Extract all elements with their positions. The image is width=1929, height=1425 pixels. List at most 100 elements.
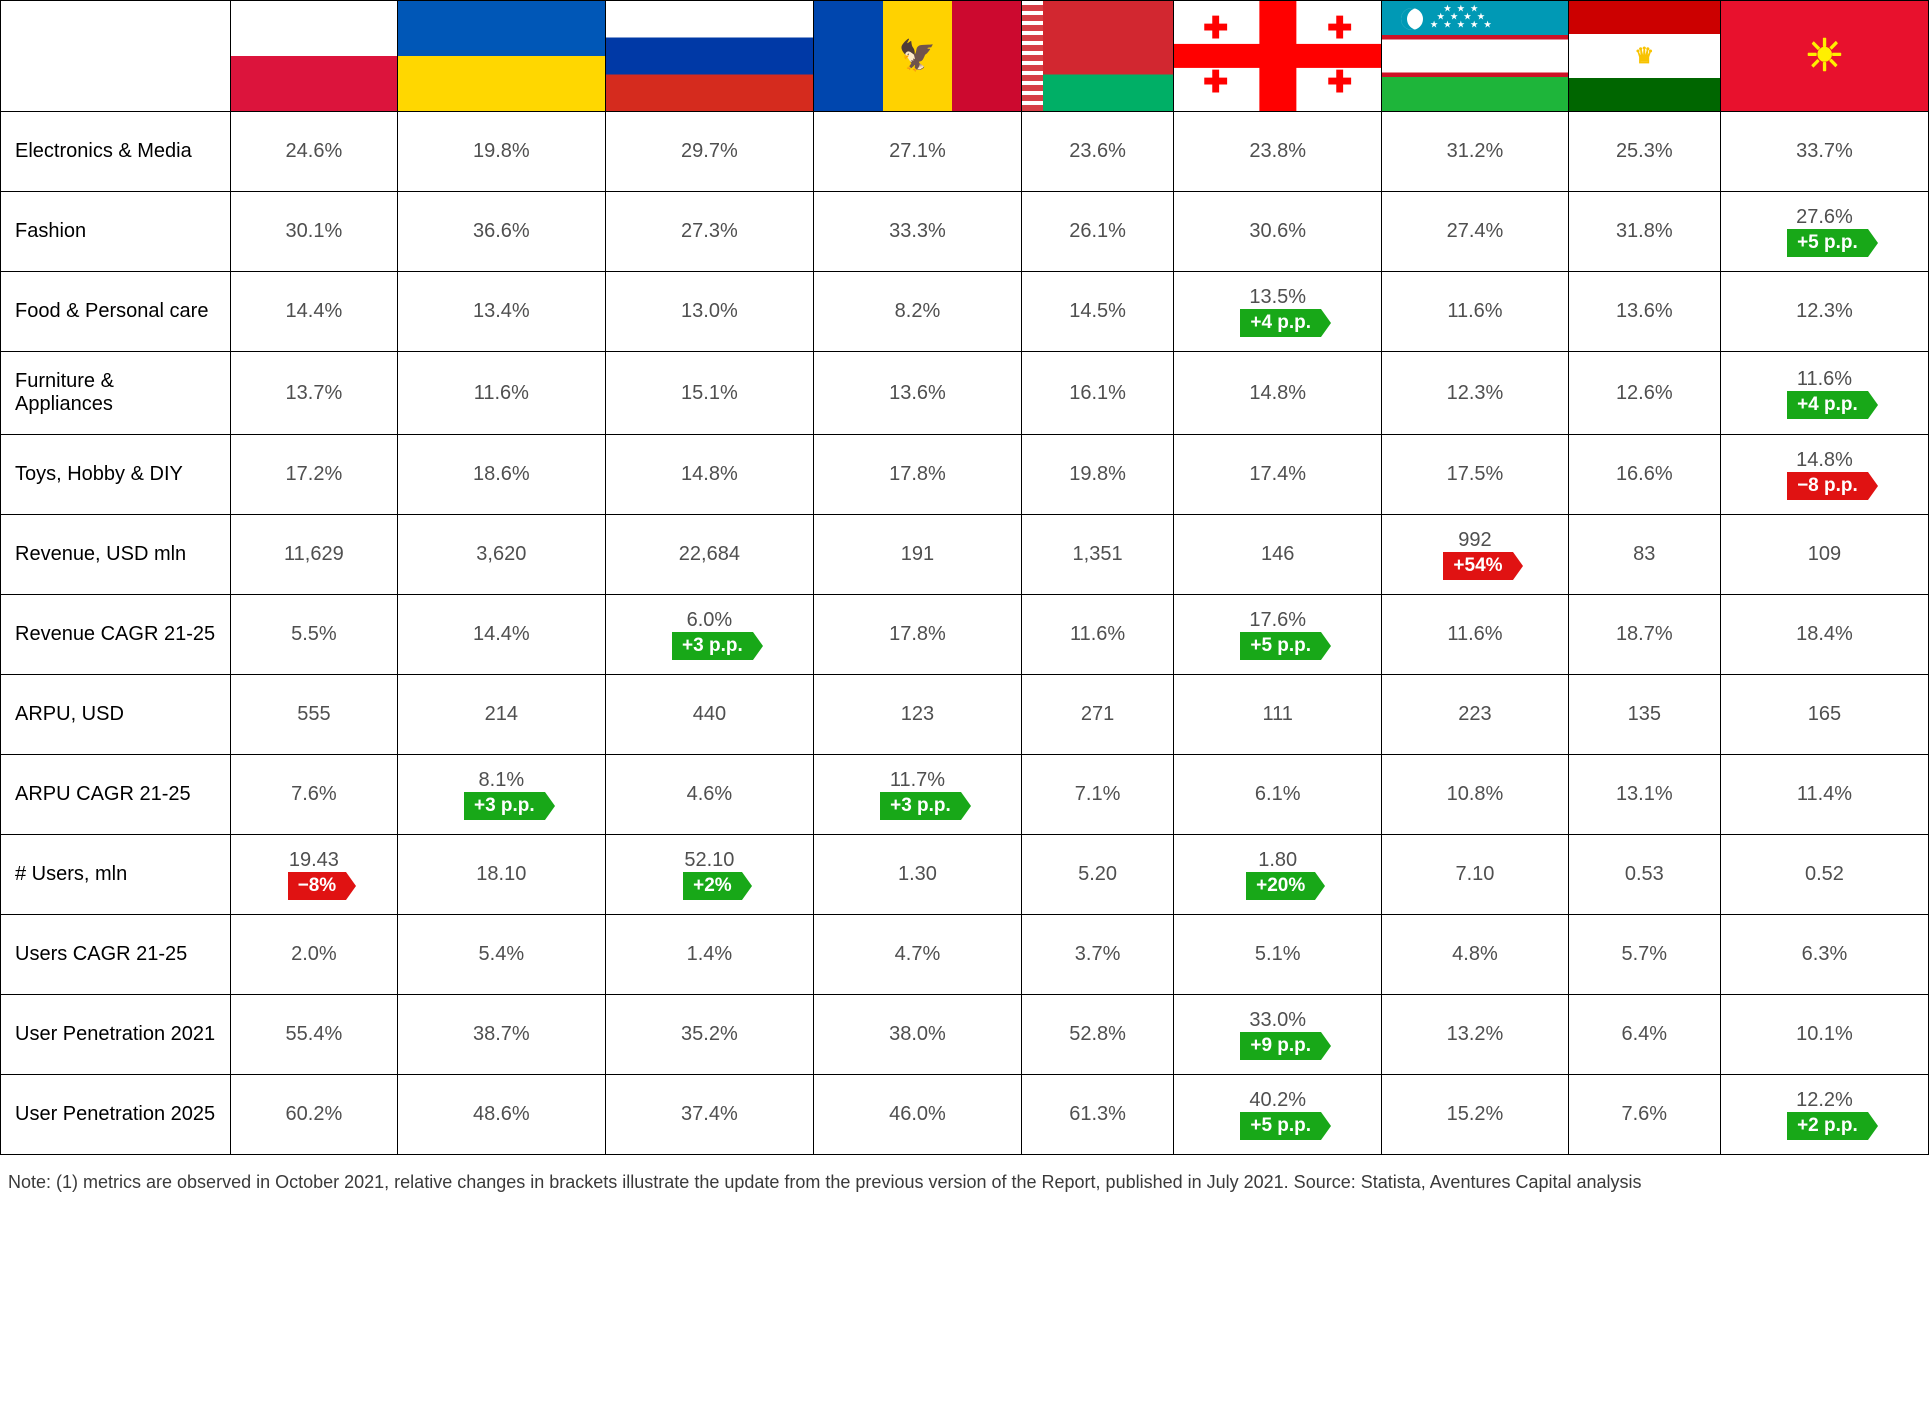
- cell-value: 165: [1808, 703, 1841, 726]
- cell-value: 14.8%: [681, 463, 738, 486]
- cell-value: 12.6%: [1616, 382, 1673, 405]
- data-cell: 146: [1174, 515, 1382, 595]
- cell-value: 555: [297, 703, 330, 726]
- data-cell: 33.0%+9 p.p.: [1174, 995, 1382, 1075]
- flag-kyrgyzstan: ☀: [1720, 1, 1928, 112]
- cell-value: 18.10: [476, 863, 526, 886]
- cell-value: 31.8%: [1616, 220, 1673, 243]
- data-cell: 4.6%: [605, 755, 813, 835]
- data-cell: 13.5%+4 p.p.: [1174, 272, 1382, 352]
- data-cell: 4.8%: [1382, 915, 1568, 995]
- data-cell: 13.1%: [1568, 755, 1720, 835]
- flag-moldova: 🦅: [813, 1, 1021, 112]
- data-cell: 5.20: [1021, 835, 1173, 915]
- cell-value: 14.8%: [1796, 449, 1853, 472]
- row-label: Toys, Hobby & DIY: [1, 435, 231, 515]
- data-cell: 36.6%: [397, 192, 605, 272]
- data-cell: 17.2%: [231, 435, 398, 515]
- data-cell: 7.10: [1382, 835, 1568, 915]
- delta-positive-badge: +3 p.p.: [464, 792, 545, 820]
- data-cell: 11.6%: [1382, 272, 1568, 352]
- delta-positive-badge: +5 p.p.: [1787, 229, 1868, 257]
- data-cell: 1.4%: [605, 915, 813, 995]
- data-cell: 10.8%: [1382, 755, 1568, 835]
- row-label: Revenue CAGR 21-25: [1, 595, 231, 675]
- corner-cell: [1, 1, 231, 112]
- data-cell: 5.7%: [1568, 915, 1720, 995]
- data-cell: 52.8%: [1021, 995, 1173, 1075]
- delta-negative-badge: +54%: [1443, 552, 1512, 580]
- row-label: User Penetration 2025: [1, 1075, 231, 1155]
- cell-value: 440: [693, 703, 726, 726]
- cell-value: 16.1%: [1069, 382, 1126, 405]
- cell-value: 48.6%: [473, 1103, 530, 1126]
- data-cell: 14.8%: [1174, 352, 1382, 435]
- cell-value: 6.1%: [1255, 783, 1301, 806]
- data-cell: 5.5%: [231, 595, 398, 675]
- cell-value: 13.7%: [286, 382, 343, 405]
- data-cell: 27.1%: [813, 112, 1021, 192]
- cell-value: 0.53: [1625, 863, 1664, 886]
- data-cell: 4.7%: [813, 915, 1021, 995]
- data-cell: 27.6%+5 p.p.: [1720, 192, 1928, 272]
- data-cell: 1.80+20%: [1174, 835, 1382, 915]
- comparison-table: 🦅 ✚✚ ✚✚ ★ ★ ★★ ★ ★ ★★ ★ ★ ★ ★ ♛ ☀: [0, 0, 1929, 1155]
- flag-ukraine: [397, 1, 605, 112]
- data-cell: 17.6%+5 p.p.: [1174, 595, 1382, 675]
- data-cell: 13.6%: [813, 352, 1021, 435]
- cell-value: 11.6%: [1070, 623, 1125, 646]
- data-cell: 13.6%: [1568, 272, 1720, 352]
- table-body: Electronics & Media24.6%19.8%29.7%27.1%2…: [1, 112, 1929, 1155]
- cell-value: 10.1%: [1796, 1023, 1853, 1046]
- cell-value: 17.4%: [1249, 463, 1306, 486]
- data-cell: 8.1%+3 p.p.: [397, 755, 605, 835]
- data-cell: 6.4%: [1568, 995, 1720, 1075]
- cell-value: 13.1%: [1616, 783, 1673, 806]
- flag-belarus: [1021, 1, 1173, 112]
- data-cell: 19.8%: [397, 112, 605, 192]
- cell-value: 6.0%: [687, 609, 733, 632]
- cell-value: 4.6%: [687, 783, 733, 806]
- cell-value: 33.7%: [1796, 140, 1853, 163]
- delta-negative-badge: −8 p.p.: [1787, 472, 1868, 500]
- cell-value: 17.2%: [286, 463, 343, 486]
- data-cell: 14.4%: [231, 272, 398, 352]
- data-cell: 0.53: [1568, 835, 1720, 915]
- cell-value: 11.4%: [1797, 783, 1852, 806]
- data-cell: 13.4%: [397, 272, 605, 352]
- delta-positive-badge: +5 p.p.: [1240, 632, 1321, 660]
- data-cell: 5.1%: [1174, 915, 1382, 995]
- cell-value: 38.7%: [473, 1023, 530, 1046]
- cell-value: 11,629: [284, 543, 344, 566]
- cell-value: 17.8%: [889, 623, 946, 646]
- cell-value: 13.4%: [473, 300, 530, 323]
- cell-value: 13.6%: [1616, 300, 1673, 323]
- row-label: Users CAGR 21-25: [1, 915, 231, 995]
- row-label: Electronics & Media: [1, 112, 231, 192]
- cell-value: 46.0%: [889, 1103, 946, 1126]
- cell-value: 23.8%: [1249, 140, 1306, 163]
- cell-value: 27.3%: [681, 220, 738, 243]
- data-cell: 14.8%: [605, 435, 813, 515]
- table-row: Furniture & Appliances13.7%11.6%15.1%13.…: [1, 352, 1929, 435]
- data-cell: 33.7%: [1720, 112, 1928, 192]
- cell-value: 223: [1458, 703, 1491, 726]
- delta-positive-badge: +3 p.p.: [880, 792, 961, 820]
- cell-value: 19.43: [289, 849, 339, 872]
- table-row: Electronics & Media24.6%19.8%29.7%27.1%2…: [1, 112, 1929, 192]
- data-cell: 18.4%: [1720, 595, 1928, 675]
- data-cell: 992+54%: [1382, 515, 1568, 595]
- delta-positive-badge: +20%: [1246, 872, 1315, 900]
- row-label: Furniture & Appliances: [1, 352, 231, 435]
- cell-value: 23.6%: [1069, 140, 1126, 163]
- data-cell: 0.52: [1720, 835, 1928, 915]
- row-label: Fashion: [1, 192, 231, 272]
- cell-value: 16.6%: [1616, 463, 1673, 486]
- data-cell: 18.10: [397, 835, 605, 915]
- data-cell: 214: [397, 675, 605, 755]
- table-row: Toys, Hobby & DIY17.2%18.6%14.8%17.8%19.…: [1, 435, 1929, 515]
- cell-value: 11.6%: [1447, 623, 1502, 646]
- data-cell: 48.6%: [397, 1075, 605, 1155]
- cell-value: 0.52: [1805, 863, 1844, 886]
- cell-value: 24.6%: [286, 140, 343, 163]
